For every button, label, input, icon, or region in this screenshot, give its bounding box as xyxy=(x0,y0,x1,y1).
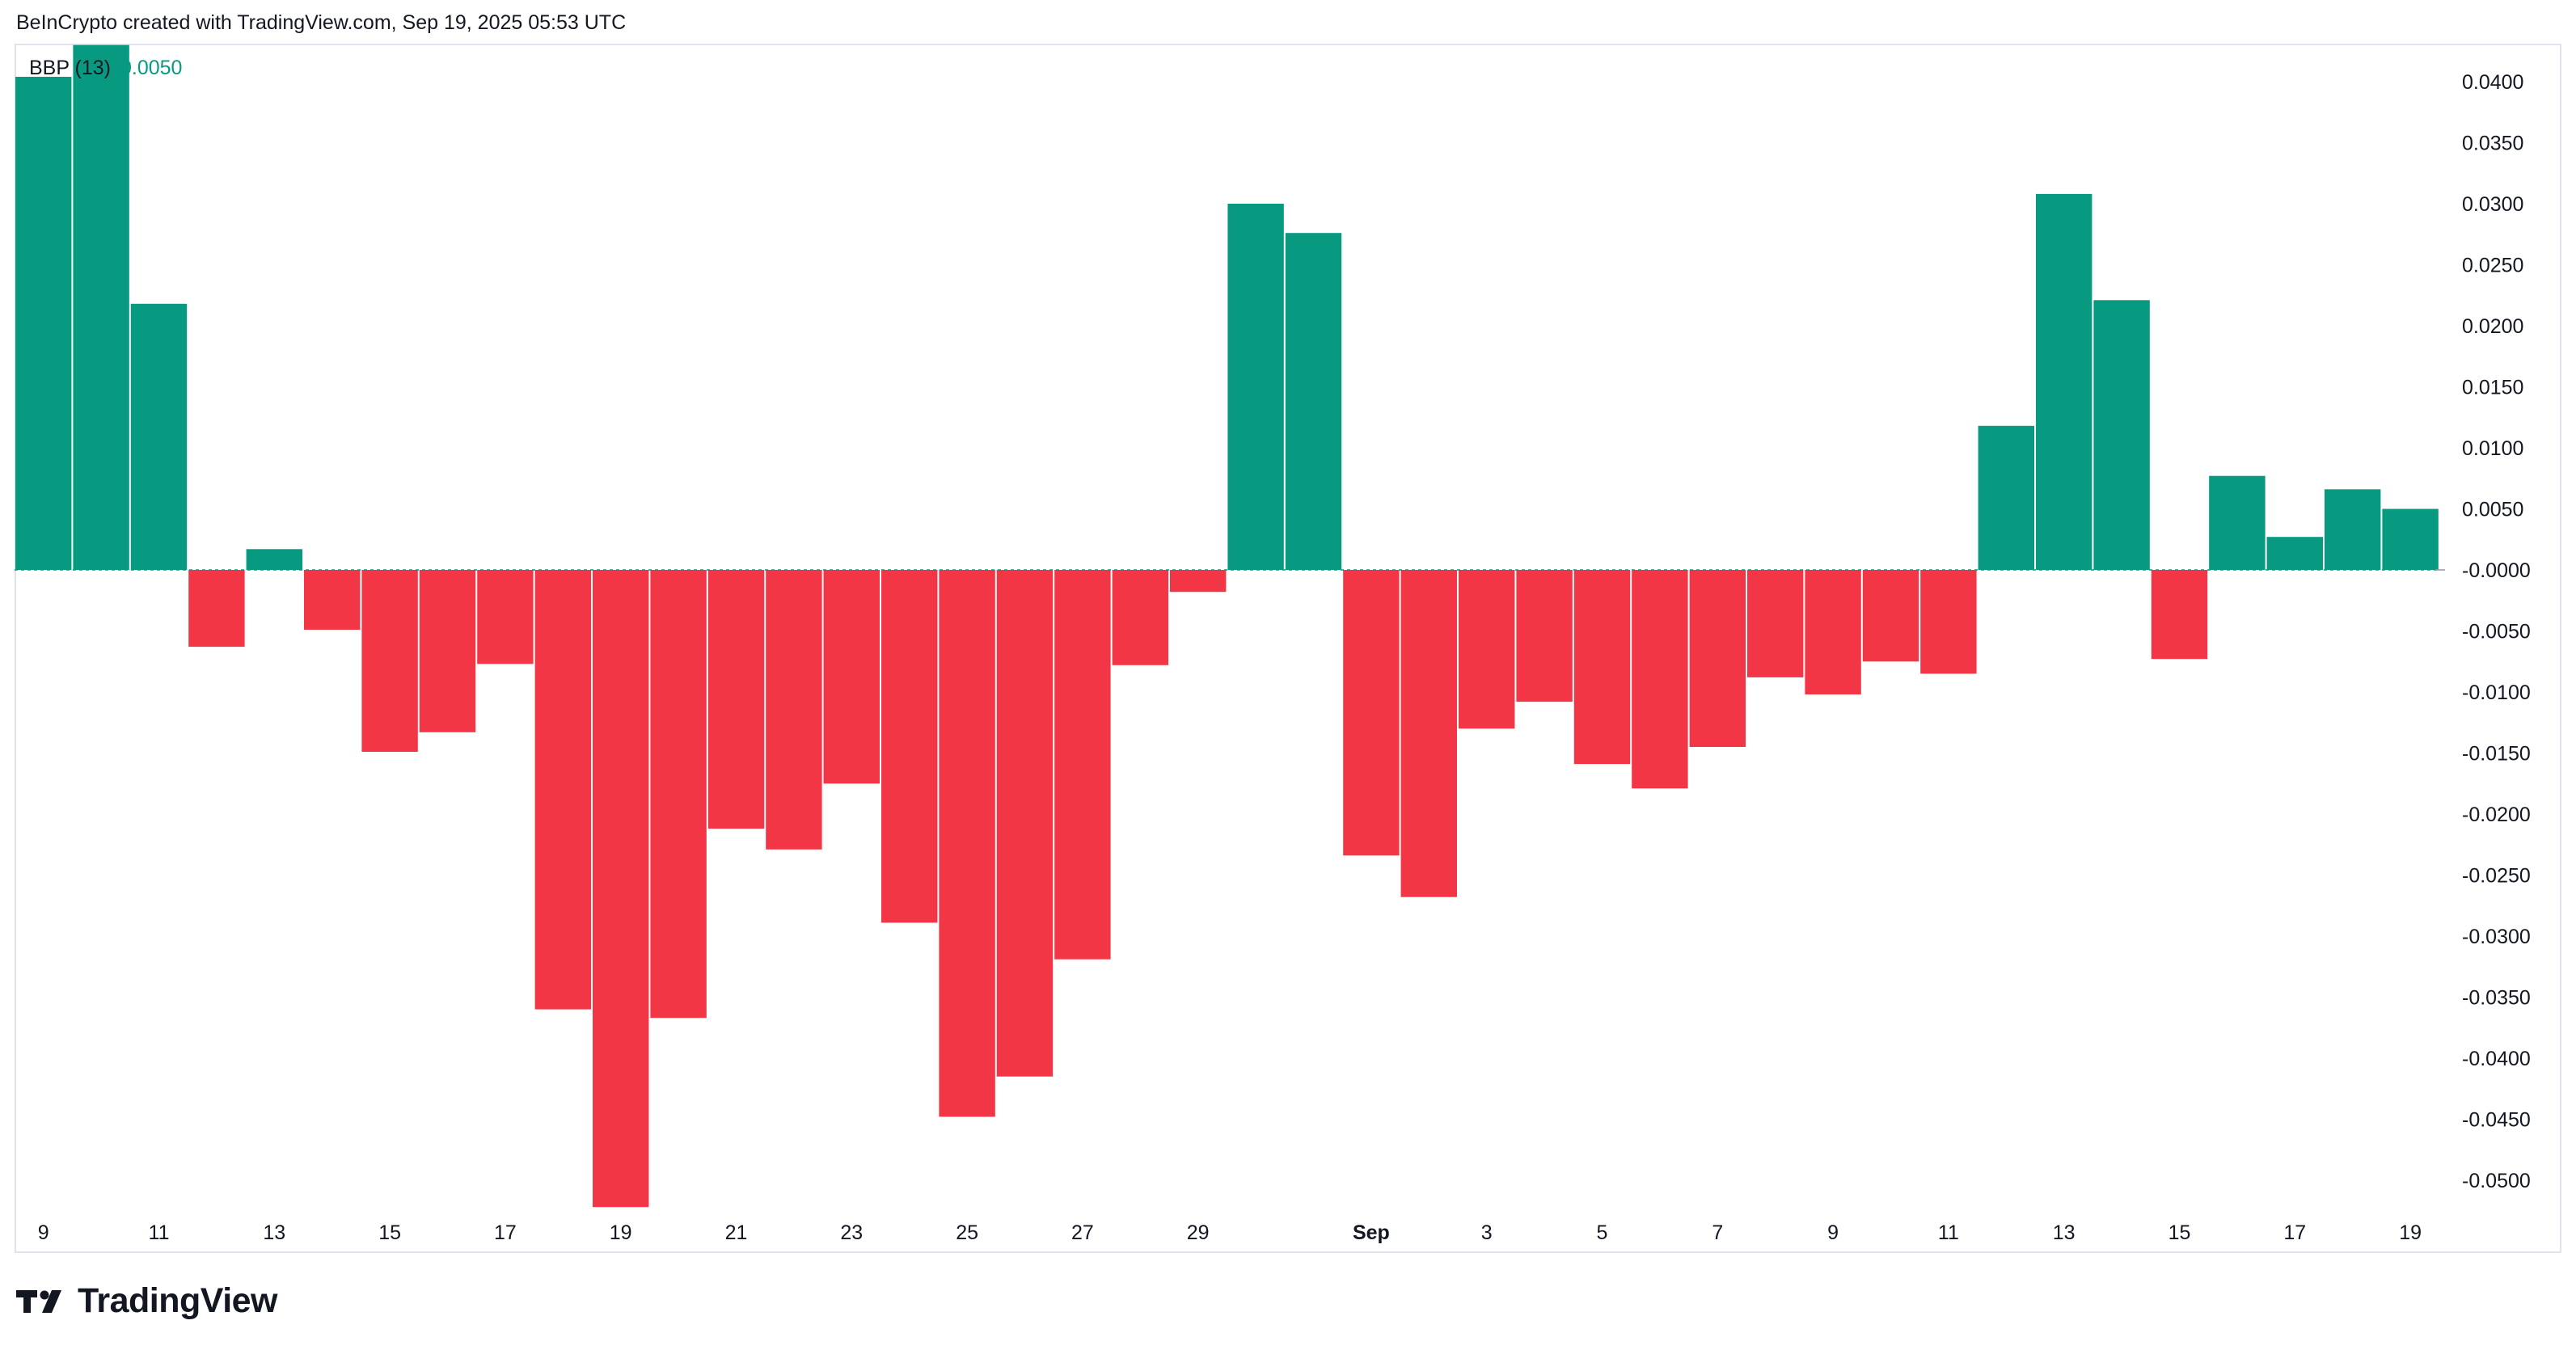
y-tick-label: 0.0050 xyxy=(2462,499,2523,521)
bar-negative[interactable] xyxy=(1459,570,1515,729)
y-tick-label: 0.0100 xyxy=(2462,437,2523,460)
x-tick-label: 29 xyxy=(1187,1221,1210,1244)
x-tick-label: Sep xyxy=(1353,1221,1390,1244)
bar-negative[interactable] xyxy=(1054,570,1111,960)
bar-negative[interactable] xyxy=(766,570,822,850)
bar-negative[interactable] xyxy=(361,570,418,752)
x-tick-label: 21 xyxy=(725,1221,748,1244)
bar-positive[interactable] xyxy=(15,77,72,570)
bar-positive[interactable] xyxy=(2093,300,2150,570)
bar-negative[interactable] xyxy=(650,570,707,1019)
bar-negative[interactable] xyxy=(1689,570,1746,747)
x-tick-label: 25 xyxy=(956,1221,978,1244)
y-tick-label: 0.0300 xyxy=(2462,193,2523,216)
bar-positive[interactable] xyxy=(73,44,129,570)
bar-negative[interactable] xyxy=(1920,570,1977,674)
y-tick-label: -0.0450 xyxy=(2462,1109,2531,1132)
bar-negative[interactable] xyxy=(1516,570,1573,702)
bar-negative[interactable] xyxy=(881,570,938,923)
y-tick-label: 0.0200 xyxy=(2462,315,2523,338)
x-tick-label: 7 xyxy=(1712,1221,1723,1244)
bar-negative[interactable] xyxy=(1400,570,1457,897)
x-tick-label: 17 xyxy=(494,1221,517,1244)
indicator-value: 0.0050 xyxy=(120,57,183,79)
y-tick-label: 0.0150 xyxy=(2462,377,2523,399)
bar-negative[interactable] xyxy=(1632,570,1688,789)
x-tick-label: 13 xyxy=(263,1221,285,1244)
bar-negative[interactable] xyxy=(2151,570,2208,660)
x-tick-label: 3 xyxy=(1481,1221,1493,1244)
bar-negative[interactable] xyxy=(304,570,361,630)
bar-positive[interactable] xyxy=(2382,508,2439,571)
bar-negative[interactable] xyxy=(188,570,245,648)
bar-negative[interactable] xyxy=(593,570,649,1208)
x-tick-label: 9 xyxy=(1827,1221,1839,1244)
bar-negative[interactable] xyxy=(939,570,995,1117)
tradingview-wordmark: TradingView xyxy=(78,1281,278,1320)
bar-negative[interactable] xyxy=(1170,570,1227,593)
y-tick-label: -0.0250 xyxy=(2462,865,2531,888)
bar-positive[interactable] xyxy=(2036,193,2092,570)
y-tick-label: -0.0350 xyxy=(2462,987,2531,1010)
bar-negative[interactable] xyxy=(996,570,1054,1077)
x-tick-label: 11 xyxy=(1938,1221,1959,1244)
bar-negative[interactable] xyxy=(477,570,534,664)
x-tick-label: 17 xyxy=(2283,1221,2306,1244)
bar-negative[interactable] xyxy=(534,570,591,1010)
bar-negative[interactable] xyxy=(1343,570,1400,856)
x-tick-label: 19 xyxy=(2399,1221,2422,1244)
y-tick-label: -0.0150 xyxy=(2462,743,2531,766)
x-tick-label: 23 xyxy=(840,1221,863,1244)
x-tick-label: 15 xyxy=(378,1221,401,1244)
x-tick-label: 27 xyxy=(1071,1221,1094,1244)
y-tick-label: -0.0000 xyxy=(2462,559,2531,582)
y-tick-label: -0.0400 xyxy=(2462,1048,2531,1070)
y-tick-label: -0.0050 xyxy=(2462,621,2531,643)
bar-negative[interactable] xyxy=(1573,570,1631,765)
y-tick-label: 0.0250 xyxy=(2462,255,2523,277)
indicator-name: BBP (13) xyxy=(29,57,111,79)
x-tick-label: 5 xyxy=(1597,1221,1608,1244)
chart-pane[interactable] xyxy=(15,44,2561,1253)
bar-positive[interactable] xyxy=(1227,204,1284,570)
y-tick-label: -0.0100 xyxy=(2462,681,2531,704)
bar-positive[interactable] xyxy=(246,549,302,570)
tradingview-brand[interactable]: TradingView xyxy=(16,1281,278,1321)
bar-negative[interactable] xyxy=(707,570,765,829)
x-tick-label: 15 xyxy=(2168,1221,2191,1244)
y-tick-label: -0.0200 xyxy=(2462,804,2531,826)
x-tick-label: 19 xyxy=(610,1221,632,1244)
indicator-legend[interactable]: BBP (13) 0.0050 xyxy=(29,57,182,80)
bar-negative[interactable] xyxy=(419,570,476,732)
y-tick-label: -0.0500 xyxy=(2462,1170,2531,1192)
tradingview-logo-icon xyxy=(16,1289,61,1313)
y-tick-label: 0.0350 xyxy=(2462,133,2523,155)
bar-negative[interactable] xyxy=(1747,570,1804,677)
bar-positive[interactable] xyxy=(1978,425,2034,570)
x-tick-label: 9 xyxy=(38,1221,49,1244)
bar-positive[interactable] xyxy=(2325,489,2381,570)
y-tick-label: -0.0300 xyxy=(2462,926,2531,948)
bar-negative[interactable] xyxy=(823,570,880,784)
bar-negative[interactable] xyxy=(1805,570,1861,694)
bar-positive[interactable] xyxy=(130,303,188,570)
y-tick-label: 0.0400 xyxy=(2462,71,2523,94)
bar-positive[interactable] xyxy=(2266,537,2323,570)
bar-negative[interactable] xyxy=(1112,570,1168,665)
bar-positive[interactable] xyxy=(1285,233,1342,570)
bar-negative[interactable] xyxy=(1862,570,1919,662)
chart-credit: BeInCrypto created with TradingView.com,… xyxy=(16,11,627,34)
x-tick-label: 11 xyxy=(149,1221,170,1244)
bar-positive[interactable] xyxy=(2209,475,2266,570)
x-tick-label: 13 xyxy=(2053,1221,2076,1244)
